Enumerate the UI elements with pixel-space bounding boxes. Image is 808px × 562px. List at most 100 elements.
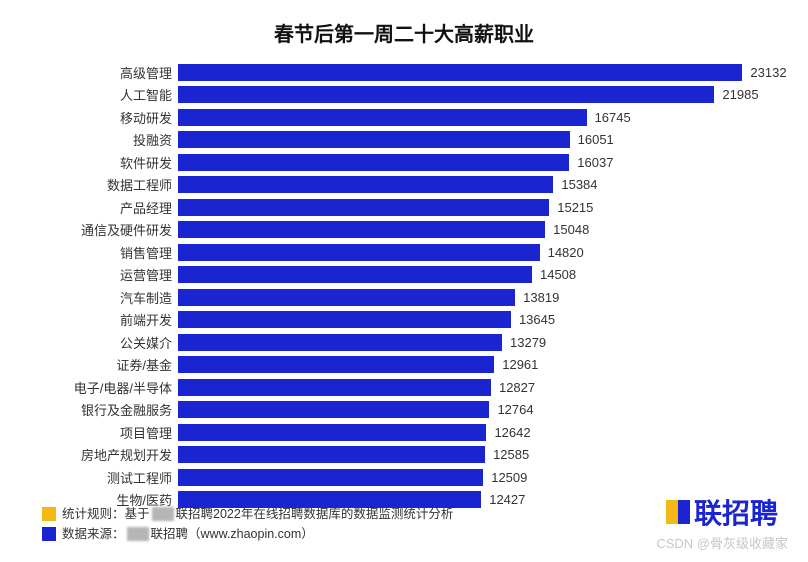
bar — [178, 221, 545, 238]
bar-value: 16037 — [577, 155, 613, 170]
bar-value: 13645 — [519, 312, 555, 327]
bar-area: 16745 — [178, 106, 788, 129]
bar-area: 12642 — [178, 421, 788, 444]
bar-row: 公关媒介 13279 — [20, 331, 788, 354]
bar-rows: 高级管理23132人工智能 21985 移动研发 16745 投融资 16051 软件研发 1… — [20, 61, 788, 511]
bar — [178, 401, 489, 418]
source-label: 数据来源： — [62, 524, 125, 544]
bar-row: 测试工程师12509 — [20, 466, 788, 489]
bar-value: 16745 — [595, 110, 631, 125]
bar-value: 16051 — [578, 132, 614, 147]
brand-logo: 联招聘 — [666, 492, 778, 532]
footer-rule-row: 统计规则： 基于 联招聘2022年在线招聘数据库的数据监测统计分析 — [42, 504, 453, 524]
bar-value: 15384 — [561, 177, 597, 192]
bar-value: 15215 — [557, 200, 593, 215]
source-swatch — [42, 527, 56, 541]
bar-row: 软件研发 16037 — [20, 151, 788, 174]
bar — [178, 379, 491, 396]
source-text: 联招聘（www.zhaopin.com） — [151, 524, 314, 544]
bar-area: 12961 — [178, 354, 788, 377]
bar-area: 23132 — [178, 61, 788, 84]
bar-row: 投融资 16051 — [20, 129, 788, 152]
bar-value: 12961 — [502, 357, 538, 372]
bar-area: 15048 — [178, 219, 788, 242]
bar-area: 14508 — [178, 264, 788, 287]
bar-area: 15215 — [178, 196, 788, 219]
bar — [178, 86, 714, 103]
rule-swatch — [42, 507, 56, 521]
category-label: 银行及金融服务 — [20, 400, 178, 419]
bar-value: 23132 — [750, 65, 786, 80]
bar-row: 电子/电器/半导体12827 — [20, 376, 788, 399]
brand-squares-icon — [666, 500, 690, 524]
blur-mask-icon — [127, 527, 149, 541]
bar-value: 13819 — [523, 290, 559, 305]
category-label: 电子/电器/半导体 — [20, 378, 178, 397]
watermark-text: CSDN @骨灰级收藏家 — [656, 533, 788, 552]
bar — [178, 266, 532, 283]
bar-value: 14820 — [548, 245, 584, 260]
bar — [178, 176, 553, 193]
bar — [178, 356, 494, 373]
chart-title: 春节后第一周二十大高薪职业 — [20, 18, 788, 47]
category-label: 项目管理 — [20, 423, 178, 442]
blur-mask-icon — [152, 507, 174, 521]
bar — [178, 446, 485, 463]
bar-value: 13279 — [510, 335, 546, 350]
category-label: 汽车制造 — [20, 288, 178, 307]
bar-row: 证券/基金12961 — [20, 354, 788, 377]
bar — [178, 244, 540, 261]
bar-area: 12764 — [178, 399, 788, 422]
bar-row: 通信及硬件研发15048 — [20, 219, 788, 242]
category-label: 投融资 — [20, 130, 178, 149]
bar — [178, 64, 742, 81]
chart-footer: 统计规则： 基于 联招聘2022年在线招聘数据库的数据监测统计分析 数据来源： … — [42, 504, 453, 544]
category-label: 数据工程师 — [20, 175, 178, 194]
bar-row: 前端开发13645 — [20, 309, 788, 332]
bar-value: 12764 — [497, 402, 533, 417]
bar — [178, 334, 502, 351]
bar-row: 汽车制造 13819 — [20, 286, 788, 309]
bar-area: 16051 — [178, 129, 788, 152]
bar-row: 人工智能 21985 — [20, 84, 788, 107]
bar-area: 13819 — [178, 286, 788, 309]
bar-row: 高级管理23132 — [20, 61, 788, 84]
bar-row: 银行及金融服务 12764 — [20, 399, 788, 422]
bar-row: 数据工程师 15384 — [20, 174, 788, 197]
bar-row: 运营管理 14508 — [20, 264, 788, 287]
category-label: 公关媒介 — [20, 333, 178, 352]
category-label: 运营管理 — [20, 265, 178, 284]
bar-row: 房地产规划开发 12585 — [20, 444, 788, 467]
bar-area: 12827 — [178, 376, 788, 399]
brand-text: 联招聘 — [694, 492, 778, 532]
bar-value: 12585 — [493, 447, 529, 462]
bar-value: 14508 — [540, 267, 576, 282]
bar-value: 21985 — [722, 87, 758, 102]
bar-area: 15384 — [178, 174, 788, 197]
bar — [178, 109, 587, 126]
bar-area: 12585 — [178, 444, 788, 467]
bar — [178, 199, 549, 216]
bar-area: 21985 — [178, 84, 788, 107]
category-label: 人工智能 — [20, 85, 178, 104]
bar-row: 产品经理 15215 — [20, 196, 788, 219]
category-label: 软件研发 — [20, 153, 178, 172]
bar-area: 12509 — [178, 466, 788, 489]
bar-area: 16037 — [178, 151, 788, 174]
bar-row: 销售管理 14820 — [20, 241, 788, 264]
brand-sq-orange — [666, 500, 678, 524]
category-label: 房地产规划开发 — [20, 445, 178, 464]
category-label: 销售管理 — [20, 243, 178, 262]
bar — [178, 469, 483, 486]
bar — [178, 424, 486, 441]
bar — [178, 131, 570, 148]
category-label: 产品经理 — [20, 198, 178, 217]
category-label: 移动研发 — [20, 108, 178, 127]
rule-text-a: 基于 — [125, 504, 150, 524]
rule-label: 统计规则： — [62, 504, 125, 524]
bar — [178, 154, 569, 171]
bar — [178, 311, 511, 328]
rule-text-b: 联招聘2022年在线招聘数据库的数据监测统计分析 — [176, 504, 454, 524]
bar — [178, 289, 515, 306]
bar-value: 12509 — [491, 470, 527, 485]
